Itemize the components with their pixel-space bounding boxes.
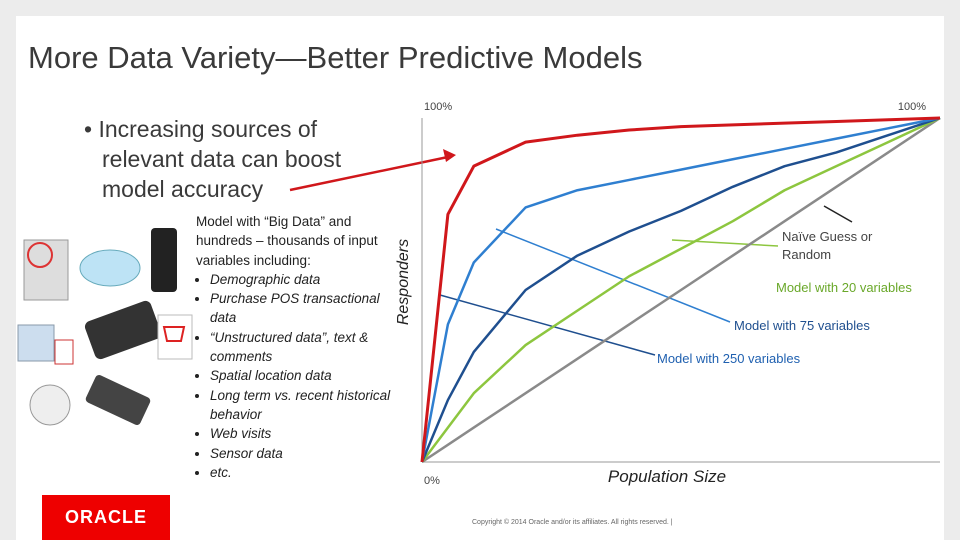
model-item: etc. (210, 463, 408, 482)
x-tick-label: 100% (898, 101, 926, 113)
y-tick-label: 100% (424, 101, 452, 113)
x-axis-label: Population Size (608, 467, 726, 486)
model-item: Purchase POS transactional data (210, 289, 408, 328)
pdf-icon (54, 339, 74, 365)
pointer (823, 205, 853, 223)
cart-shape (162, 326, 186, 342)
model-item: Spatial location data (210, 366, 408, 385)
legend-label: Model with 20 variables (776, 280, 912, 295)
model-item: Demographic data (210, 270, 408, 289)
pointer (439, 294, 656, 356)
docs-icon (17, 324, 55, 362)
series-line (421, 116, 941, 464)
model-text: Model with “Big Data” and hundreds – tho… (196, 212, 408, 482)
series-line (421, 116, 941, 463)
model-intro: Model with “Big Data” and hundreds – tho… (196, 214, 378, 268)
y-tick-label: 0% (424, 475, 440, 487)
series-line (420, 116, 941, 463)
pointer (671, 239, 779, 247)
series-line (420, 116, 941, 463)
legend-label: Naïve Guess or Random (782, 229, 873, 262)
camera-icon (84, 300, 162, 360)
legend-label: Model with 75 variables (734, 318, 870, 333)
meter-icon (29, 384, 71, 426)
y-axis-label: Responders (395, 239, 412, 325)
scanner-icon (85, 375, 151, 425)
cloud-icon (79, 249, 141, 287)
slide-title: More Data Variety—Better Predictive Mode… (28, 40, 643, 75)
phone-icon (151, 228, 177, 292)
pointer (495, 228, 731, 323)
footer: Copyright © 2014 Oracle and/or its affil… (472, 519, 673, 526)
arrow-head (443, 149, 456, 162)
model-item: “Unstructured data”, text & comments (210, 328, 408, 367)
logo: ORACLE (42, 495, 170, 540)
model-items: Demographic dataPurchase POS transaction… (196, 270, 408, 482)
model-item: Web visits (210, 424, 408, 443)
bullet: Increasing sources of relevant data can … (84, 114, 402, 204)
legend-label: Model with 250 variables (657, 351, 801, 366)
server-icon (23, 239, 69, 301)
cart-icon (157, 314, 193, 360)
signal-icon (27, 242, 53, 268)
model-item: Sensor data (210, 444, 408, 463)
model-item: Long term vs. recent historical behavior (210, 386, 408, 425)
series-line (420, 116, 941, 463)
